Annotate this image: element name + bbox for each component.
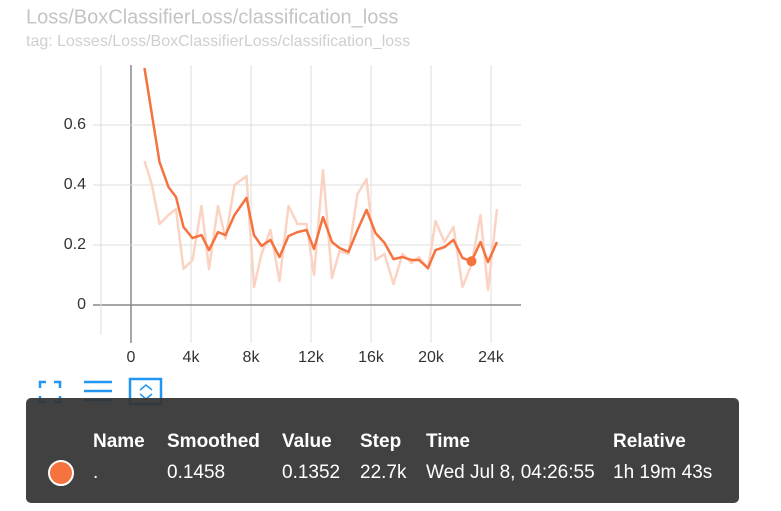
tooltip-header: Relative — [613, 431, 686, 452]
tooltip-header: Step — [360, 431, 401, 452]
x-tick-label: 20k — [418, 349, 445, 366]
card-subtitle: tag: Losses/Loss/BoxClassifierLoss/class… — [26, 33, 410, 50]
tooltip-header: Smoothed — [167, 431, 260, 452]
x-tick-label: 0 — [127, 349, 136, 366]
fit-arrows — [139, 384, 153, 400]
plot — [143, 67, 499, 292]
tooltip-cell: 1h 19m 43s — [613, 462, 712, 483]
card-title: Loss/BoxClassifierLoss/classification_lo… — [26, 6, 398, 28]
tooltip-cell: Wed Jul 8, 04:26:55 — [426, 462, 595, 483]
grid: 0 4k 8k 12k 16k 20k 24k 0 0.2 0.4 0.6 — [64, 65, 521, 366]
tooltip-cell: 0.1458 — [167, 462, 225, 483]
x-tick-label: 24k — [478, 349, 505, 366]
y-tick-label: 0.2 — [64, 236, 86, 253]
fullscreen-icon[interactable] — [38, 380, 62, 404]
tooltip: Name Smoothed Value Step Time Relative. 0.1458… — [26, 398, 739, 503]
tooltip-box — [26, 398, 739, 503]
tooltip-cell: . — [93, 462, 98, 483]
data-icon[interactable] — [84, 380, 112, 402]
x-tick-label: 8k — [243, 349, 261, 366]
tooltip-cell: 0.1352 — [282, 462, 340, 483]
y-tick-label: 0.4 — [64, 176, 86, 193]
hover-point — [466, 256, 477, 267]
tooltip-header: Value — [282, 431, 332, 452]
y-tick-label: 0.6 — [64, 116, 86, 133]
tooltip-header: Time — [426, 431, 470, 452]
series-line — [143, 67, 499, 270]
x-tick-label: 12k — [298, 349, 325, 366]
y-tick-label: 0 — [77, 296, 86, 313]
tooltip-cell: 22.7k — [360, 462, 407, 483]
series-line — [143, 160, 499, 292]
x-tick-label: 4k — [183, 349, 201, 366]
tooltip-header: Name — [93, 431, 145, 452]
series-swatch — [48, 460, 74, 486]
x-tick-label: 16k — [358, 349, 385, 366]
